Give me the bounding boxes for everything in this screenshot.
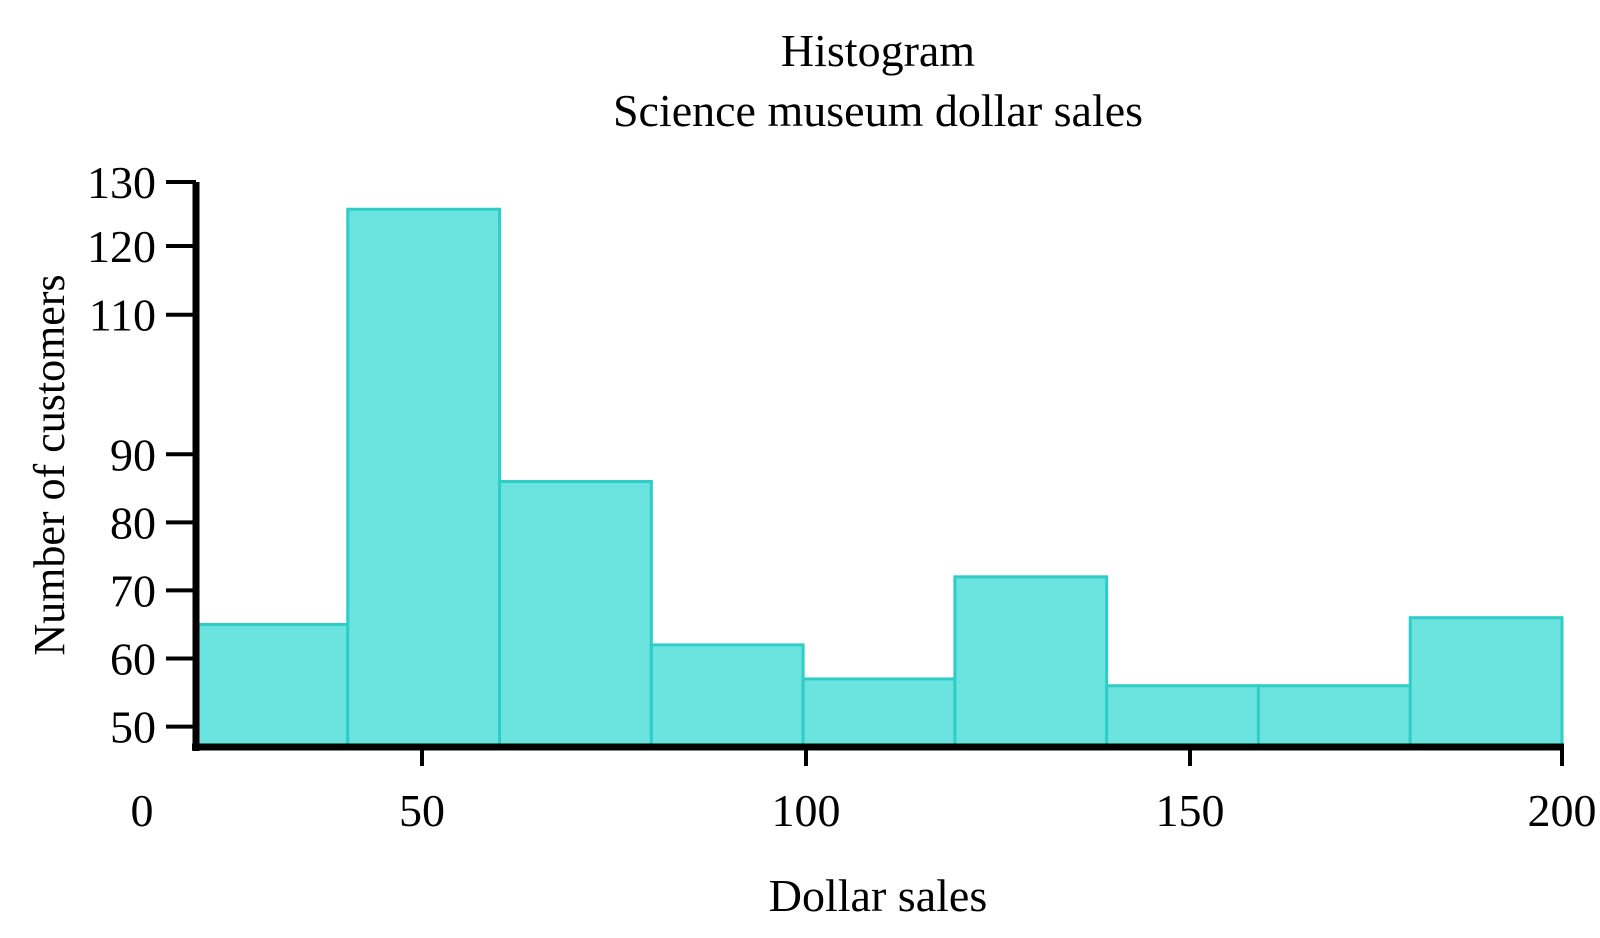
chart-title: Histogram: [781, 25, 975, 76]
y-tick-label: 80: [110, 497, 156, 548]
histogram-bar: [801, 677, 957, 749]
x-tick-label: 50: [399, 785, 445, 836]
y-tick-label: 50: [110, 702, 156, 753]
x-tick-label: 0: [131, 785, 154, 836]
histogram-bar: [194, 622, 350, 749]
y-tick-label: 90: [110, 429, 156, 480]
x-tick-label: 150: [1156, 785, 1225, 836]
x-axis-label: Dollar sales: [769, 870, 987, 921]
histogram-bar: [953, 575, 1109, 749]
histogram-bar: [1256, 684, 1412, 749]
x-ticks-group: 0 50 100 150 200: [131, 747, 1597, 836]
y-tick-label: 110: [89, 290, 156, 341]
histogram-bar: [346, 207, 502, 749]
chart-subtitle: Science museum dollar sales: [613, 85, 1143, 136]
histogram-bar: [1408, 616, 1564, 749]
y-tick-label: 120: [87, 221, 156, 272]
x-tick-label: 100: [772, 785, 841, 836]
histogram-bar: [649, 643, 805, 749]
y-tick-label: 60: [110, 634, 156, 685]
histogram-bar: [1105, 684, 1260, 749]
bars-group: [194, 207, 1564, 749]
histogram-bar: [498, 480, 653, 749]
y-tick-label: 70: [110, 565, 156, 616]
y-axis-label: Number of customers: [25, 274, 74, 655]
y-tick-label: 130: [87, 157, 156, 208]
y-ticks-group: 50 60 70 80 90 110 120 130: [87, 157, 196, 753]
x-tick-label: 200: [1528, 785, 1597, 836]
